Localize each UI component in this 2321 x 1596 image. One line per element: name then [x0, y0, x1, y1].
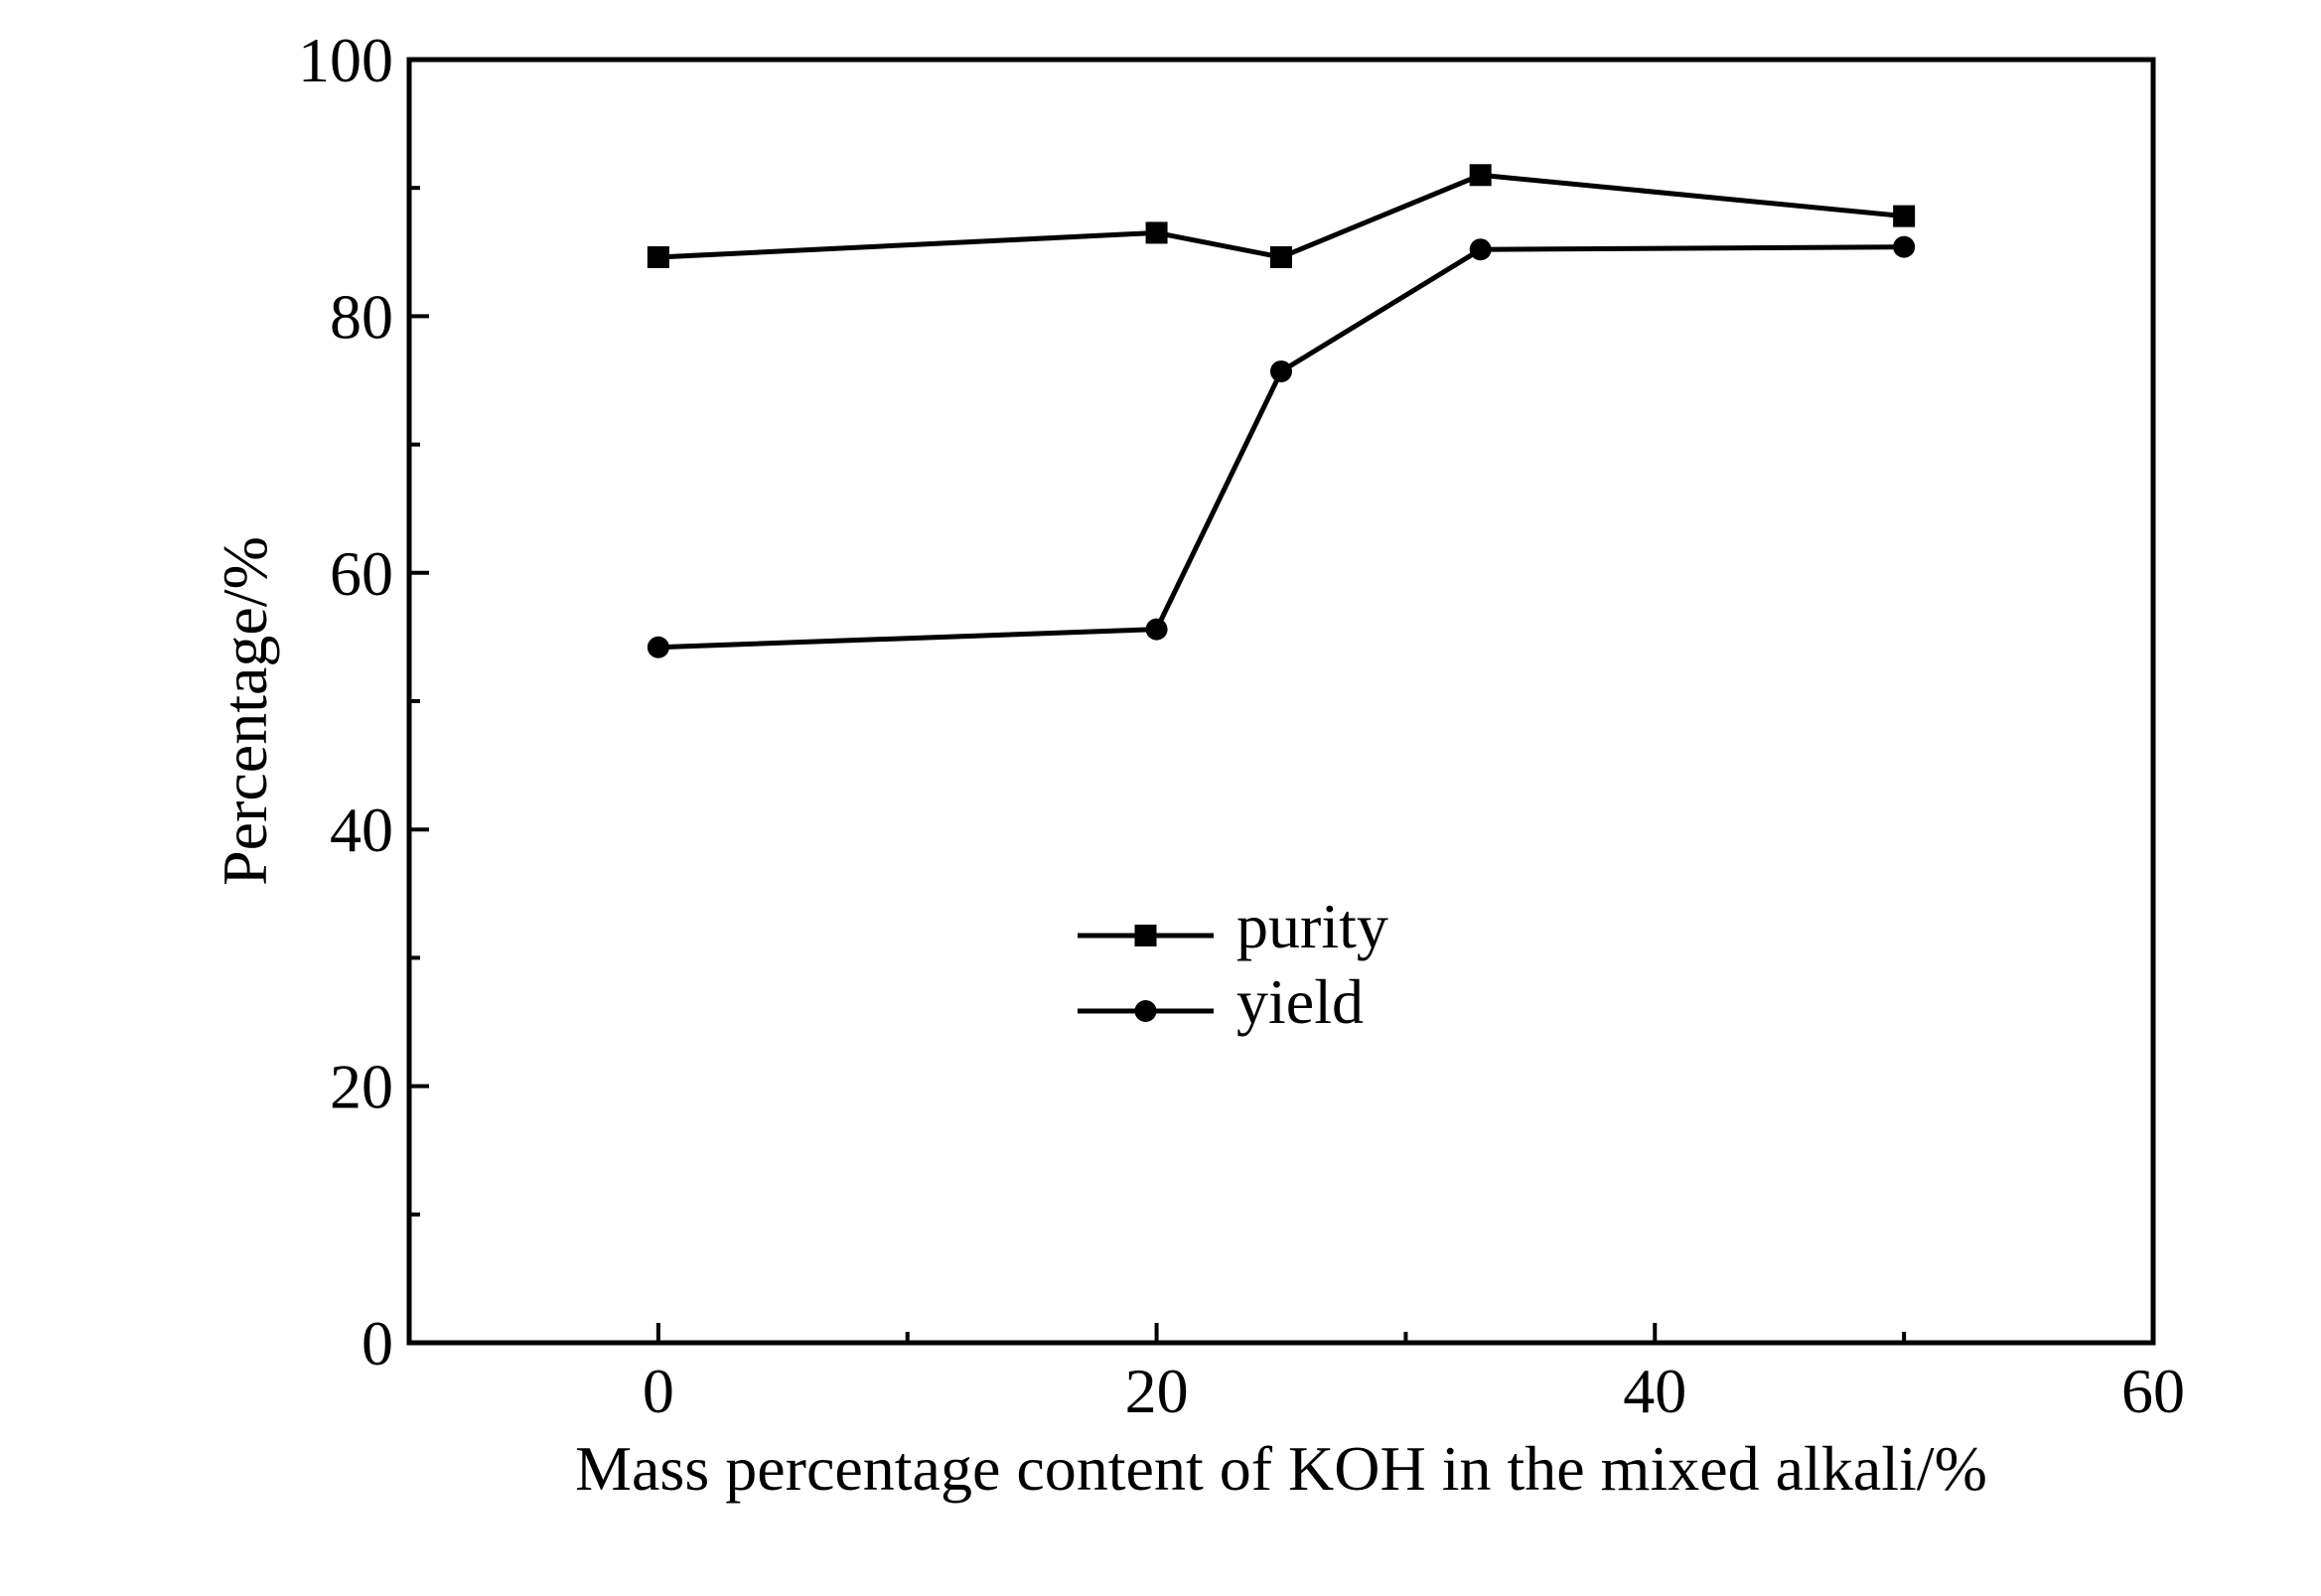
- y-tick-label: 80: [330, 281, 393, 352]
- x-axis-title: Mass percentage content of KOH in the mi…: [575, 1433, 1987, 1504]
- y-tick-label: 40: [330, 795, 393, 865]
- legend-marker-yield: [1134, 1000, 1157, 1022]
- y-tick-label: 20: [330, 1052, 393, 1122]
- yield-point: [1893, 235, 1916, 258]
- purity-point: [1270, 245, 1292, 268]
- x-tick-label: 0: [643, 1356, 674, 1426]
- yield-point: [1270, 360, 1292, 382]
- series-group: [647, 164, 1916, 658]
- purity-point: [1145, 221, 1168, 244]
- y-axis-title: Percentage/%: [210, 536, 280, 886]
- x-tick-label: 20: [1125, 1356, 1189, 1426]
- y-tick-label: 0: [362, 1308, 393, 1378]
- x-tick-label: 60: [2121, 1356, 2185, 1426]
- purity-point: [647, 245, 669, 268]
- yield-point: [1145, 618, 1168, 641]
- yield-line: [657, 244, 1905, 651]
- purity-line: [657, 172, 1905, 260]
- legend-label-purity: purity: [1236, 891, 1388, 961]
- y-tick-label: 100: [298, 25, 393, 95]
- yield-point: [1469, 238, 1492, 261]
- axis-ticks: 0 20 40 60 0 20 40 60 80 100: [298, 25, 2185, 1426]
- x-tick-label: 40: [1623, 1356, 1686, 1426]
- purity-point: [1469, 164, 1492, 187]
- y-tick-label: 60: [330, 538, 393, 609]
- legend-label-yield: yield: [1236, 966, 1364, 1037]
- yield-point: [647, 636, 669, 658]
- purity-point: [1893, 205, 1916, 227]
- legend-marker-purity: [1134, 925, 1157, 946]
